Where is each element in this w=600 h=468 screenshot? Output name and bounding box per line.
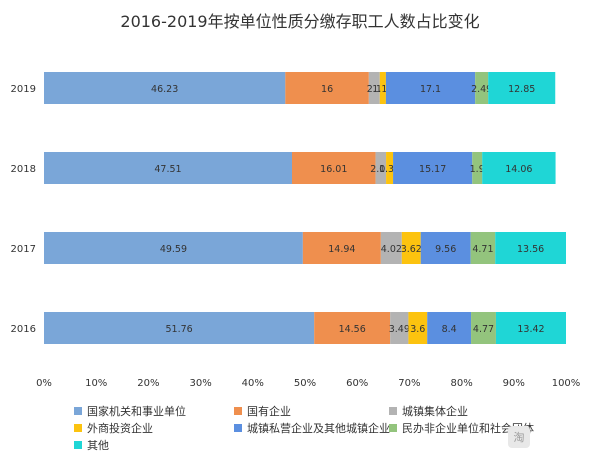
category-label-2016: 2016 (11, 324, 36, 335)
data-label-2018-series-0: 47.51 (154, 164, 181, 175)
data-label-2016-series-6: 13.42 (517, 324, 544, 335)
bar-segment-2018-series-6 (482, 152, 556, 184)
legend-item-0: 国家机关和事业单位 (74, 403, 186, 419)
bar-segment-2016-series-1 (314, 312, 391, 344)
data-label-2019-series-6: 12.85 (508, 84, 535, 95)
legend-swatch (74, 441, 82, 449)
x-axis-ticks: 0% 10% 20% 30% 40% 50% 60% 70% 80% 90% 100% (36, 378, 580, 389)
x-tick-label-8: 80% (450, 378, 472, 389)
bar-segment-2016-series-0 (44, 312, 315, 344)
legend-label: 城镇私营企业及其他城镇企业 (247, 422, 390, 435)
data-label-2019-series-0: 46.23 (151, 84, 178, 95)
legend-swatch (389, 407, 397, 415)
data-label-2017-series-0: 49.59 (160, 244, 187, 255)
legend-swatch (234, 424, 242, 432)
legend-swatch (389, 424, 397, 432)
category-label-2017: 2017 (11, 244, 36, 255)
bar-segment-2017-series-1 (302, 232, 381, 264)
chart-title: 2016-2019年按单位性质分缴存职工人数占比变化 (120, 12, 480, 31)
legend-item-3: 外商投资企业 (74, 420, 153, 436)
bars-group: 46.23 16 2.11.17 17.1 2.49 12.85 47.51 16.01 2.0… (44, 72, 566, 344)
bar-segment-2017-series-3 (401, 232, 421, 264)
data-label-2017-series-2: 4.02 (381, 244, 402, 255)
data-label-2019-series-4: 17.1 (420, 84, 441, 95)
bar-segment-2019-series-1 (285, 72, 369, 104)
data-label-2019-series-2: 2.1 (367, 84, 382, 95)
data-label-2017-series-4: 9.56 (435, 244, 456, 255)
stacked-bar-chart: 46.23 16 2.11.17 17.1 2.49 12.85 47.51 16.01 2.0… (11, 72, 580, 389)
bar-segment-2016-series-5 (471, 312, 496, 344)
bar-segment-2019-series-3 (379, 72, 386, 104)
x-tick-label-6: 60% (346, 378, 368, 389)
legend-label: 国家机关和事业单位 (87, 405, 186, 418)
bar-segment-2016-series-3 (408, 312, 428, 344)
legend-item-5: 民办非企业单位和社会团体 (389, 420, 534, 436)
legend-swatch (234, 407, 242, 415)
legend-item-6: 其他 (74, 437, 109, 453)
bar-segment-2019-series-5 (475, 72, 489, 104)
data-label-2018-series-3: 1.34 (379, 164, 400, 175)
data-label-2018-series-6: 14.06 (505, 164, 532, 175)
data-label-2017-series-3: 3.62 (401, 244, 422, 255)
bar-segment-2018-series-5 (472, 152, 483, 184)
bar-segment-2018-series-0 (44, 152, 293, 184)
data-label-2018-series-2: 2.01 (370, 164, 391, 175)
bar-segment-2018-series-3 (386, 152, 394, 184)
x-tick-label-7: 70% (398, 378, 420, 389)
x-tick-label-5: 50% (294, 378, 316, 389)
data-label-2017-series-6: 13.56 (517, 244, 544, 255)
x-tick-label-4: 40% (242, 378, 264, 389)
data-label-2017-series-5: 4.71 (472, 244, 493, 255)
data-label-2018-series-5: 1.9 (470, 164, 485, 175)
data-label-2016-series-4: 8.4 (442, 324, 457, 335)
data-label-2016-series-5: 4.77 (473, 324, 494, 335)
x-tick-label-9: 90% (503, 378, 525, 389)
category-label-2019: 2019 (11, 84, 36, 95)
bar-segment-2016-series-2 (390, 312, 409, 344)
bar-segment-2017-series-6 (495, 232, 566, 264)
bar-segment-2016-series-6 (495, 312, 566, 344)
x-tick-label-10: 100% (552, 378, 581, 389)
bar-segment-2019-series-6 (488, 72, 556, 104)
watermark-logo-icon: 淘 (508, 426, 530, 448)
data-label-2018-series-4: 15.17 (419, 164, 446, 175)
legend-label: 外商投资企业 (87, 422, 153, 435)
bar-segment-2016-series-4 (427, 312, 472, 344)
x-tick-label-3: 30% (189, 378, 211, 389)
bar-segment-2018-series-1 (292, 152, 376, 184)
data-label-2019-series-5: 2.49 (471, 84, 492, 95)
legend-label: 国有企业 (247, 405, 291, 418)
category-labels: 2019 2018 2017 2016 (11, 84, 36, 335)
legend-label: 其他 (87, 439, 109, 452)
bar-segment-2017-series-0 (44, 232, 303, 264)
data-label-2017-series-1: 14.94 (328, 244, 355, 255)
x-tick-label-0: 0% (36, 378, 52, 389)
bar-segment-2017-series-4 (420, 232, 471, 264)
legend-label: 城镇集体企业 (402, 405, 468, 418)
data-label-2016-series-2: 3.49 (389, 324, 410, 335)
legend-item-4: 城镇私营企业及其他城镇企业 (234, 420, 390, 436)
legend-swatch (74, 424, 82, 432)
data-label-2016-series-0: 51.76 (165, 324, 192, 335)
legend-item-1: 国有企业 (234, 403, 291, 419)
x-tick-label-2: 20% (137, 378, 159, 389)
legend-label: 民办非企业单位和社会团体 (402, 422, 534, 435)
bar-segment-2018-series-2 (375, 152, 387, 184)
legend-swatch (74, 407, 82, 415)
bar-segment-2017-series-5 (470, 232, 496, 264)
bar-segment-2019-series-4 (385, 72, 476, 104)
data-label-2016-series-1: 14.56 (339, 324, 366, 335)
bar-segment-2019-series-0 (44, 72, 286, 104)
bar-segment-2018-series-4 (393, 152, 473, 184)
bar-segment-2019-series-2 (368, 72, 380, 104)
data-label-2019-series-3: 1.17 (372, 84, 393, 95)
x-tick-label-1: 10% (85, 378, 107, 389)
data-label-2019-series-1: 16 (321, 84, 333, 95)
data-label-2018-series-1: 16.01 (320, 164, 347, 175)
legend-item-2: 城镇集体企业 (389, 403, 468, 419)
data-label-2016-series-3: 3.6 (410, 324, 425, 335)
category-label-2018: 2018 (11, 164, 36, 175)
bar-segment-2017-series-2 (380, 232, 402, 264)
